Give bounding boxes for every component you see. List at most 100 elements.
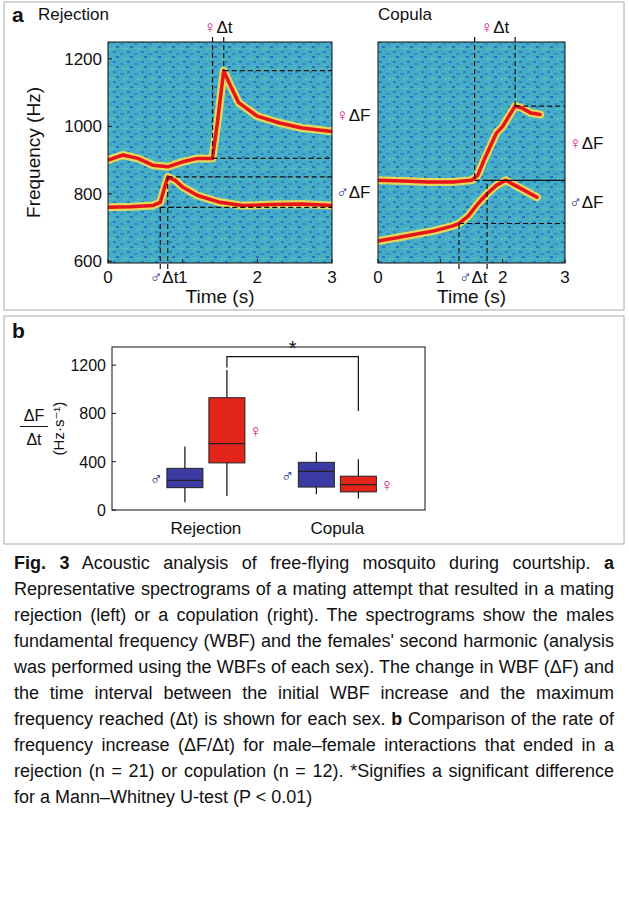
df-guide [475,180,565,181]
df-guide [515,106,565,107]
page: {"chart_data": [ {"type": "spectrogram",… [0,0,629,898]
trace-glow [378,180,537,241]
x-tick [332,259,333,263]
y-tick [112,461,116,462]
y-tick-label: 1200 [70,357,106,374]
y-tick [112,413,116,414]
df-label: ♀ΔF [569,134,604,153]
x-tick [182,259,183,263]
panel-frame [4,316,624,544]
plot-area [108,42,332,263]
caption-letter: b [391,709,402,729]
frequency-trace [108,177,332,207]
frequency-trace [108,71,332,167]
caption-letter: a [604,553,614,573]
plot-frame [108,42,332,263]
x-tick-label: 1 [436,268,445,287]
symbol: ♀ [336,106,349,125]
y-tick-label: 1200 [64,50,102,69]
symbol: ♂ [150,268,163,287]
df-guide [487,180,565,181]
y-title-units: (Hz·s⁻¹) [50,402,67,456]
y-title-numerator: ΔF [24,407,45,424]
series-label: ♂ [281,466,295,486]
x-tick-label: 3 [327,268,336,287]
dt-guide [458,224,459,269]
panel-title: Copula [378,5,432,24]
df-guide [168,176,332,177]
box [209,398,245,463]
plot-frame [112,347,425,510]
caption-text: Representative spectrograms of a mating … [14,579,614,729]
dt-label: ♂Δt [459,268,488,287]
box [298,462,334,487]
fraction-bar [20,426,48,427]
df-label: ♀ΔF [336,106,371,125]
symbol: ♂ [569,193,582,212]
median [340,484,376,485]
x-axis-title: Time (s) [437,286,506,307]
dt-label: ♀Δt [204,18,233,37]
spectrogram-background [378,42,565,263]
y-tick-label: 800 [74,185,102,204]
symbol: ♀ [204,18,217,37]
figure: ♀Δt♀ΔF♂Δt♂ΔF012360080010001200Time (s)Fr… [0,0,629,546]
dt-guide [212,37,213,158]
trace-glow [108,71,332,167]
y-tick-label: 0 [97,502,106,519]
significance-bracket [227,357,358,411]
df-guide [160,207,332,208]
x-tick-label: 0 [103,268,112,287]
series-label: ♂ [149,469,163,489]
delta: Δt [493,18,509,37]
median [209,443,245,444]
dt-guide [167,177,168,269]
dt-guide [160,207,161,269]
delta: ΔF [582,193,604,212]
y-tick-label: 1000 [64,117,102,136]
y-tick-label: 400 [79,454,106,471]
x-tick [257,259,258,263]
x-tick [440,259,441,263]
df-guide [213,158,332,159]
panel-title: Rejection [38,5,109,24]
y-tick [112,365,116,366]
plot-area [167,370,376,502]
box [167,468,203,487]
x-tick [378,259,379,263]
plot-area [378,42,565,263]
caption: Fig. 3 Acoustic analysis of free-flying … [14,550,614,810]
dt-guide [486,180,487,269]
trace-glow [108,177,332,207]
x-axis-title: Time (s) [186,286,255,307]
delta: ΔF [349,183,371,202]
delta: Δt [216,18,232,37]
y-tick [112,510,116,511]
dt-guide [515,37,516,106]
box [340,476,376,492]
y-tick-label: 800 [79,405,106,422]
category-label: Rejection [170,519,241,538]
y-tick [108,58,112,59]
delta: ΔF [349,106,371,125]
symbol: ♂ [459,268,472,287]
symbol: ♀ [480,18,493,37]
y-tick [108,193,112,194]
y-tick [108,126,112,127]
x-tick-label: 2 [253,268,262,287]
caption-title: Acoustic analysis of free-flying mosquit… [82,553,591,573]
category-label: Copula [310,519,364,538]
panel-letter: b [12,319,25,342]
symbol: ♀ [569,134,582,153]
df-guide [459,223,565,224]
panel-letter: a [12,3,24,26]
df-label: ♂ΔF [569,193,604,212]
frequency-trace [378,106,540,182]
series-label: ♀ [249,421,263,441]
x-tick-label: 1 [178,268,187,287]
frequency-trace [378,180,537,241]
delta: Δt [471,268,487,287]
trace-glow [378,106,540,182]
y-title-denominator: Δt [26,431,42,448]
symbol: ♂ [336,183,349,202]
